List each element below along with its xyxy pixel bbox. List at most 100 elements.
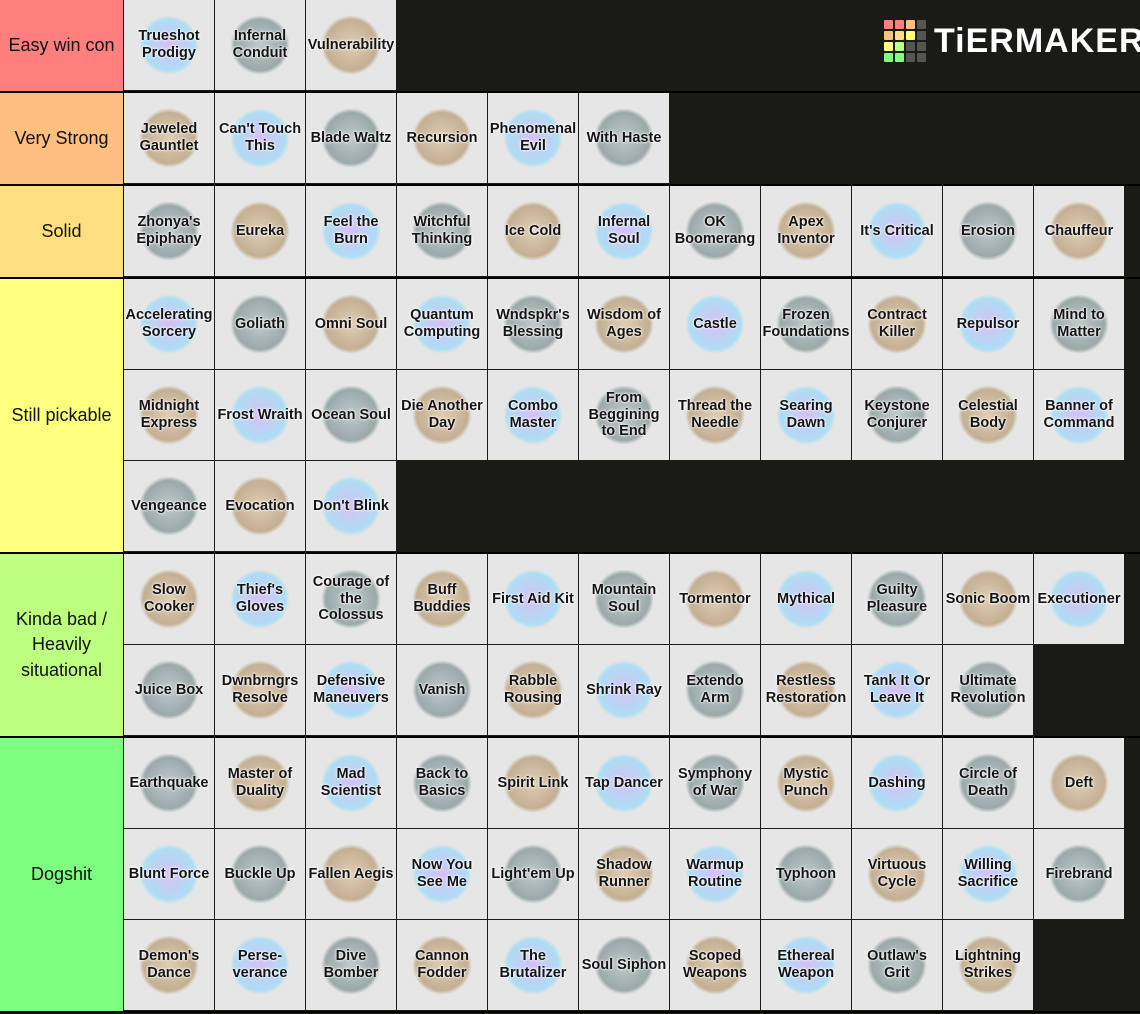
- item-icon: [230, 660, 290, 720]
- item-name: Virtuous Cycle: [867, 857, 927, 890]
- tier-item: Cannon Fodder: [397, 920, 487, 1010]
- tier-item: Tank It Or Leave It: [852, 645, 942, 735]
- tier-item: Ocean Soul: [306, 370, 396, 460]
- tier-item: Shadow Runner: [579, 829, 669, 919]
- tier-item: Dive Bomber: [306, 920, 396, 1010]
- item-name: Dive Bomber: [323, 948, 379, 981]
- item-icon: [321, 385, 381, 445]
- item-icon: [230, 385, 290, 445]
- item-name: Omni Soul: [314, 315, 388, 332]
- item-icon: [958, 201, 1018, 261]
- tier-item: Celestial Body: [943, 370, 1033, 460]
- tier-item: Frost Wraith: [215, 370, 305, 460]
- item-name: Infernal Soul: [597, 214, 651, 247]
- item-name: Castle: [693, 315, 737, 332]
- item-name: Mountain Soul: [591, 582, 657, 615]
- item-icon: [867, 201, 927, 261]
- tier-item: Scoped Weapons: [670, 920, 760, 1010]
- tier-item: Restless Restoration: [761, 645, 851, 735]
- item-name: Rabble Rousing: [504, 673, 562, 706]
- tier-item: Omni Soul: [306, 279, 396, 369]
- tier-item: Infernal Soul: [579, 186, 669, 276]
- item-name: It's Critical: [860, 222, 934, 239]
- tier-item: Dwnbrngrs Resolve: [215, 645, 305, 735]
- item-icon: [867, 385, 927, 445]
- item-name: Searing Dawn: [779, 398, 833, 431]
- item-name: Repulsor: [956, 315, 1020, 332]
- item-icon: [1049, 844, 1109, 904]
- item-name: Eureka: [235, 222, 285, 239]
- item-name: Juice Box: [134, 681, 204, 698]
- tier-item: Wisdom of Ages: [579, 279, 669, 369]
- item-name: Outlaw's Grit: [867, 948, 927, 981]
- item-name: Ultimate Revolution: [950, 673, 1026, 706]
- tier-item: Sonic Boom: [943, 554, 1033, 644]
- tier-item: The Brutalizer: [488, 920, 578, 1010]
- tier-item: Keystone Conjurer: [852, 370, 942, 460]
- item-icon: [594, 569, 654, 629]
- tier-item: Fallen Aegis: [306, 829, 396, 919]
- tier-item: Searing Dawn: [761, 370, 851, 460]
- tier-item: Back to Basics: [397, 738, 487, 828]
- tier-item: First Aid Kit: [488, 554, 578, 644]
- tier-item: Slow Cooker: [124, 554, 214, 644]
- tier-item: Extendo Arm: [670, 645, 760, 735]
- item-name: OK Boomerang: [674, 214, 756, 247]
- item-name: Trueshot Prodigy: [138, 28, 200, 61]
- tier-row: Very Strong Jeweled Gauntlet Can't Touch T…: [0, 93, 1140, 186]
- item-icon: [230, 294, 290, 354]
- item-icon: [139, 844, 199, 904]
- item-name: Fallen Aegis: [308, 865, 394, 882]
- tier-item: Thief's Gloves: [215, 554, 305, 644]
- tier-item: Castle: [670, 279, 760, 369]
- item-name: Banner of Command: [1043, 398, 1115, 431]
- item-icon: [594, 935, 654, 995]
- tier-item: Vulnerability: [306, 0, 396, 90]
- tier-items: Zhonya's Epiphany Eureka Feel the Burn Witc…: [124, 186, 1139, 277]
- tier-item: Repulsor: [943, 279, 1033, 369]
- tier-item: Master of Duality: [215, 738, 305, 828]
- item-name: Die Another Day: [401, 398, 483, 431]
- item-icon: [958, 753, 1018, 813]
- item-icon: [776, 660, 836, 720]
- item-name: Chauffeur: [1044, 222, 1114, 239]
- tier-item: Die Another Day: [397, 370, 487, 460]
- tier-item: Buckle Up: [215, 829, 305, 919]
- item-icon: [139, 935, 199, 995]
- item-name: Extendo Arm: [686, 673, 744, 706]
- item-icon: [958, 660, 1018, 720]
- item-icon: [594, 201, 654, 261]
- item-icon: [685, 201, 745, 261]
- item-icon: [867, 569, 927, 629]
- item-name: Executioner: [1037, 590, 1121, 607]
- item-icon: [321, 201, 381, 261]
- item-icon: [230, 844, 290, 904]
- tier-item: Contract Killer: [852, 279, 942, 369]
- item-icon: [139, 660, 199, 720]
- item-icon: [503, 753, 563, 813]
- tier-item: Shrink Ray: [579, 645, 669, 735]
- item-name: First Aid Kit: [492, 590, 574, 607]
- tier-item: Can't Touch This: [215, 93, 305, 183]
- item-icon: [594, 753, 654, 813]
- tier-item: Now You See Me: [397, 829, 487, 919]
- item-name: Mystic Punch: [783, 766, 829, 799]
- item-icon: [321, 569, 381, 629]
- tier-item: Don't Blink: [306, 461, 396, 551]
- tier-item: Feel the Burn: [306, 186, 396, 276]
- tier-label: Kinda bad / Heavily situational: [0, 554, 124, 736]
- item-name: Tank It Or Leave It: [863, 673, 931, 706]
- item-icon: [594, 108, 654, 168]
- item-icon: [412, 753, 472, 813]
- item-name: Vengeance: [131, 497, 207, 514]
- item-icon: [230, 935, 290, 995]
- item-icon: [139, 569, 199, 629]
- item-icon: [685, 935, 745, 995]
- item-icon: [958, 294, 1018, 354]
- tier-item: Deft: [1034, 738, 1124, 828]
- item-name: Mad Scientist: [320, 766, 382, 799]
- tier-item: Buff Buddies: [397, 554, 487, 644]
- tier-item: Mystic Punch: [761, 738, 851, 828]
- tier-row: Easy win con Trueshot Prodigy Infernal Con…: [0, 0, 1140, 93]
- item-icon: [230, 476, 290, 536]
